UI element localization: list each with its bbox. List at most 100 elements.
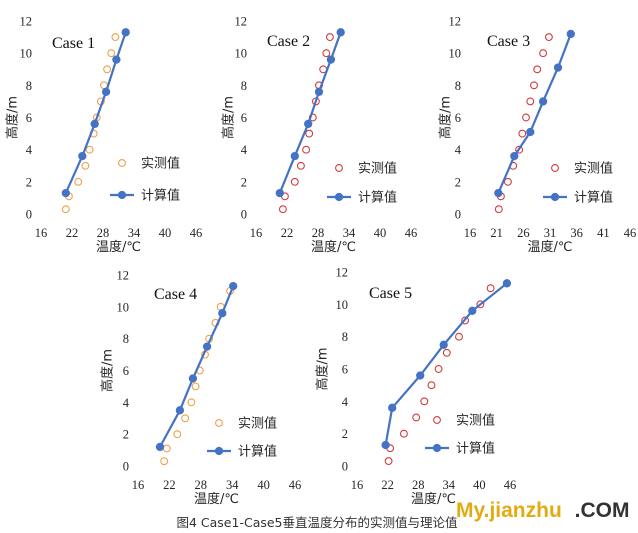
calculated-line [497, 33, 572, 194]
y-tick-label: 2 [26, 175, 32, 189]
legend-marker-swatch [118, 159, 126, 167]
calculated-point [381, 440, 390, 450]
x-axis-label: 温度/℃ [194, 491, 239, 507]
y-tick-label: 8 [241, 79, 247, 93]
y-tick-label: 8 [123, 332, 129, 346]
y-tick-label: 0 [123, 460, 129, 474]
legend-label: 计算值 [574, 190, 613, 206]
x-tick-label: 16 [464, 226, 477, 240]
measured-point [526, 97, 535, 106]
calculated-point [304, 119, 313, 129]
calculated-point [566, 29, 575, 39]
calculated-point [112, 55, 121, 64]
calculated-point [439, 340, 448, 349]
watermark-suffix-text: .COM [575, 499, 630, 522]
x-tick-label: 21 [490, 226, 503, 240]
y-tick-label: 8 [26, 79, 32, 93]
measured-point [160, 457, 169, 466]
y-tick-label: 12 [235, 15, 248, 29]
x-axis-label: 温度/℃ [96, 239, 141, 255]
measured-point [305, 129, 314, 138]
x-tick-label: 40 [374, 226, 387, 240]
measured-point [539, 49, 548, 58]
x-tick-label: 41 [597, 226, 610, 240]
calculated-point [101, 87, 111, 96]
measured-point [518, 129, 527, 138]
calculated-line [384, 282, 508, 446]
y-axis-label: 高度/m [438, 96, 454, 139]
chart-title: Case 5 [369, 285, 412, 302]
measured-point [434, 365, 443, 373]
x-tick-label: 46 [624, 226, 637, 240]
x-tick-label: 34 [128, 226, 141, 240]
y-tick-label: 2 [342, 427, 348, 441]
chart-title: Case 1 [52, 35, 95, 52]
x-tick-label: 40 [473, 478, 486, 492]
legend-label: 实测值 [238, 416, 277, 432]
measured-point [322, 49, 331, 58]
calculated-point [61, 188, 70, 198]
y-tick-label: 6 [342, 363, 348, 377]
legend-label: 实测值 [141, 156, 180, 172]
calculated-point [388, 403, 397, 412]
calculated-point [510, 151, 519, 161]
calculated-point [538, 97, 548, 106]
x-tick-label: 31 [544, 226, 557, 240]
x-tick-label: 16 [250, 226, 263, 240]
legend-label: 实测值 [456, 413, 495, 429]
y-tick-label: 2 [123, 428, 129, 442]
measured-point [187, 398, 196, 407]
legend-label: 实测值 [358, 161, 397, 177]
y-tick-label: 12 [117, 269, 130, 283]
calculated-line [64, 31, 127, 194]
measured-point [384, 457, 393, 466]
calculated-point [326, 55, 336, 64]
y-tick-label: 4 [123, 396, 130, 410]
x-tick-label: 28 [97, 226, 110, 240]
y-tick-label: 12 [20, 15, 33, 29]
y-tick-label: 4 [342, 395, 349, 409]
x-tick-label: 22 [381, 478, 394, 492]
x-tick-label: 28 [312, 226, 325, 240]
x-tick-label: 22 [66, 226, 79, 240]
measured-point [296, 161, 305, 170]
y-tick-label: 10 [336, 298, 349, 312]
measured-point [427, 381, 436, 390]
measured-point [290, 177, 299, 186]
y-tick-label: 6 [123, 364, 129, 378]
calculated-point [290, 151, 299, 161]
y-axis-label: 高度/m [221, 96, 237, 139]
y-tick-label: 4 [26, 143, 33, 157]
y-tick-label: 12 [449, 15, 462, 29]
chart-title: Case 2 [267, 33, 310, 50]
measured-point [530, 81, 538, 90]
legend-marker-swatch [551, 164, 559, 172]
y-tick-label: 0 [26, 208, 32, 222]
watermark-main-text: My.jianzhu [456, 499, 562, 522]
measured-point [325, 33, 334, 42]
x-tick-label: 16 [351, 478, 364, 492]
legend-measured: 实测值 [118, 156, 180, 172]
x-tick-label: 46 [190, 226, 203, 240]
legend-marker-swatch [335, 164, 343, 172]
y-tick-label: 0 [342, 460, 348, 474]
x-tick-label: 22 [163, 478, 176, 492]
y-tick-label: 4 [455, 143, 462, 157]
calculated-line [278, 31, 342, 194]
legend-label: 计算值 [238, 444, 277, 460]
calculated-point [502, 279, 512, 288]
y-tick-label: 12 [336, 266, 349, 280]
legend-marker-swatch [334, 192, 344, 202]
y-axis-label: 高度/m [315, 347, 331, 390]
series-calculated [494, 29, 575, 198]
calculated-point [155, 442, 165, 452]
measured-point [399, 429, 408, 438]
y-tick-label: 10 [20, 47, 33, 61]
legend-marker-swatch [214, 446, 224, 456]
